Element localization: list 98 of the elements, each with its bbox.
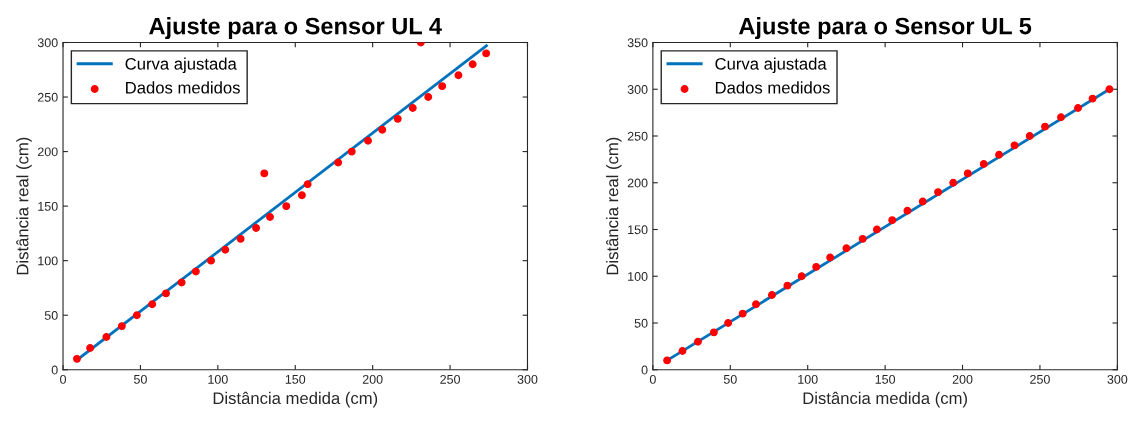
y-tick-label: 0 bbox=[51, 365, 58, 375]
point bbox=[724, 319, 733, 327]
point bbox=[1088, 94, 1097, 103]
chart-title: Ajuste para o Sensor UL 5 bbox=[738, 17, 1032, 40]
y-tick-label: 200 bbox=[37, 147, 58, 157]
y-tick-label: 50 bbox=[634, 318, 648, 328]
x-axis-title: Distância medida (cm) bbox=[213, 391, 378, 408]
x-tick-label: 0 bbox=[60, 374, 67, 384]
point bbox=[378, 125, 387, 134]
point bbox=[260, 169, 269, 178]
point bbox=[995, 150, 1004, 159]
point bbox=[236, 234, 245, 243]
y-tick-label: 100 bbox=[628, 272, 648, 281]
point bbox=[297, 191, 306, 200]
point bbox=[903, 206, 912, 215]
x-tick-label: 100 bbox=[798, 374, 818, 384]
point bbox=[86, 343, 95, 352]
point bbox=[454, 71, 463, 80]
x-tick-label: 300 bbox=[517, 374, 538, 384]
legend-label: Curva ajustada bbox=[715, 57, 827, 74]
point bbox=[132, 311, 141, 320]
point bbox=[858, 234, 867, 243]
y-tick-label: 0 bbox=[641, 365, 648, 375]
point bbox=[752, 300, 760, 309]
point bbox=[282, 202, 291, 211]
point bbox=[117, 322, 126, 331]
x-tick-label: 50 bbox=[723, 374, 737, 384]
point bbox=[1057, 113, 1065, 122]
y-tick-label: 250 bbox=[37, 92, 58, 102]
point bbox=[1010, 141, 1019, 150]
x-tick-label: 300 bbox=[1107, 374, 1128, 384]
x-tick-label: 150 bbox=[285, 374, 306, 384]
point bbox=[767, 290, 776, 299]
x-tick-label: 200 bbox=[362, 374, 383, 384]
y-tick-label: 200 bbox=[627, 178, 648, 188]
point bbox=[148, 300, 157, 309]
point bbox=[408, 103, 417, 112]
point bbox=[393, 114, 402, 123]
y-tick-label: 350 bbox=[627, 38, 648, 48]
point bbox=[1074, 103, 1082, 112]
y-tick-label: 250 bbox=[627, 131, 648, 141]
point bbox=[979, 160, 988, 169]
point bbox=[949, 178, 958, 187]
point bbox=[842, 244, 851, 253]
point bbox=[918, 197, 927, 206]
legend-label: Dados medidos bbox=[715, 81, 830, 94]
point bbox=[872, 225, 881, 234]
point bbox=[678, 347, 687, 356]
x-tick-label: 250 bbox=[1030, 374, 1050, 384]
point bbox=[963, 169, 972, 178]
point bbox=[693, 337, 702, 346]
point bbox=[102, 333, 111, 341]
point bbox=[934, 188, 943, 197]
x-tick-label: 250 bbox=[440, 374, 461, 384]
x-tick-label: 100 bbox=[208, 374, 228, 384]
point bbox=[738, 309, 747, 318]
point bbox=[797, 272, 806, 281]
point bbox=[468, 60, 477, 69]
point bbox=[73, 354, 81, 363]
point bbox=[1105, 85, 1114, 94]
point bbox=[303, 180, 312, 189]
point bbox=[663, 356, 672, 365]
y-axis-title: Distância real (cm) bbox=[16, 137, 32, 275]
point bbox=[826, 253, 835, 262]
legend-label: Dados medidos bbox=[126, 81, 240, 94]
y-tick-label: 50 bbox=[44, 311, 58, 320]
point bbox=[252, 223, 261, 232]
point bbox=[1025, 132, 1034, 140]
point bbox=[482, 49, 491, 58]
point bbox=[266, 213, 274, 221]
point bbox=[347, 147, 356, 156]
point bbox=[783, 281, 792, 290]
x-tick-label: 0 bbox=[649, 374, 656, 384]
x-tick-label: 150 bbox=[875, 374, 896, 384]
y-tick-label: 300 bbox=[627, 85, 648, 94]
y-tick-label: 150 bbox=[628, 225, 648, 235]
chart-title: Ajuste para o Sensor UL 4 bbox=[149, 17, 442, 40]
y-tick-label: 300 bbox=[37, 38, 58, 48]
point bbox=[1041, 122, 1050, 131]
x-tick-label: 50 bbox=[133, 374, 147, 384]
x-tick-label: 200 bbox=[952, 374, 973, 384]
point bbox=[191, 267, 200, 276]
point bbox=[709, 328, 718, 337]
point bbox=[364, 136, 372, 145]
point bbox=[812, 262, 821, 271]
point bbox=[424, 93, 433, 101]
point bbox=[221, 245, 230, 254]
y-tick-label: 100 bbox=[38, 256, 58, 266]
point bbox=[888, 216, 897, 225]
x-axis-title: Distância medida (cm) bbox=[803, 391, 967, 408]
legend-label: Curva ajustada bbox=[125, 57, 237, 74]
y-axis-title: Distância real (cm) bbox=[606, 137, 622, 275]
point bbox=[162, 289, 170, 298]
y-tick-label: 150 bbox=[38, 201, 58, 211]
point bbox=[438, 82, 447, 91]
point bbox=[177, 278, 186, 287]
point bbox=[334, 158, 343, 167]
point bbox=[207, 256, 215, 265]
